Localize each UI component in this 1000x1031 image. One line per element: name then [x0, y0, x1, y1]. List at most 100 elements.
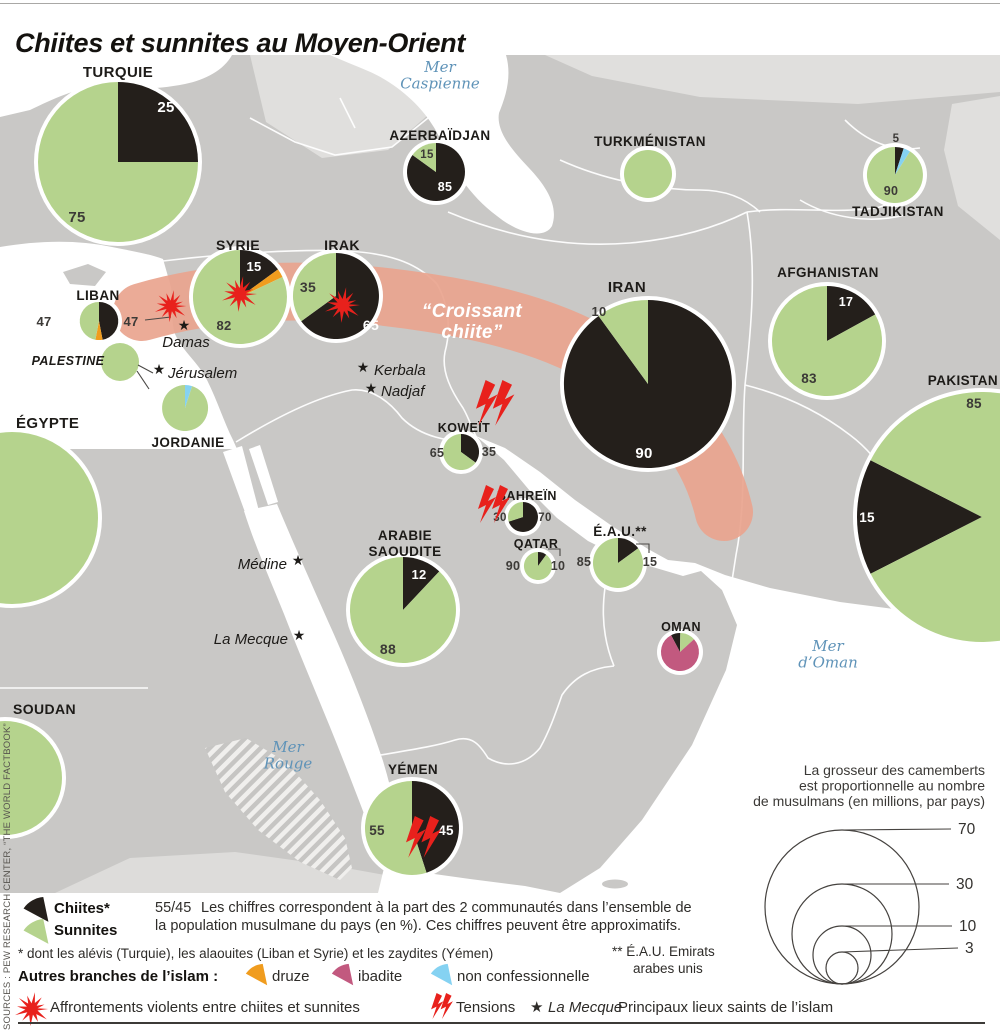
shiite-wedge-icon — [20, 896, 52, 929]
nonconf-label: non confessionnelle — [457, 968, 590, 985]
pie-value: 47 — [36, 314, 51, 329]
sea-label-mer-rouge: Rouge — [263, 755, 313, 773]
size-legend-value: 3 — [965, 940, 974, 957]
tension-label: Tensions — [456, 999, 516, 1016]
pie-slice-sunnite — [443, 434, 476, 470]
pie-pakistan — [853, 388, 1000, 646]
pie-slice-sunnite — [772, 286, 883, 397]
branches-label: Autres branches de l’islam : — [18, 968, 219, 985]
pie-slice-nonconf — [185, 384, 193, 408]
sea-label-mer-rouge: Mer — [271, 738, 304, 756]
sunnite-legend-label: Sunnites — [54, 922, 118, 939]
pie-slice-shiite — [118, 82, 198, 162]
pie-liban — [76, 298, 122, 344]
pie-value: 15 — [246, 259, 261, 274]
crescent-label-line: “Croissant — [422, 301, 523, 322]
holy-star-icon: ★ — [530, 999, 544, 1016]
footnote-eau-line1: ** É.A.U. Emirats — [612, 944, 715, 959]
pie-slice-shiite — [461, 433, 480, 463]
size-legend-note: est proportionnelle au nombre — [799, 778, 985, 794]
pie-value: 90 — [635, 445, 652, 462]
pie-koweit — [439, 430, 483, 474]
country-label-oman: OMAN — [661, 620, 701, 634]
city-label: Médine — [238, 556, 287, 573]
pie-value: 10 — [591, 304, 606, 319]
country-label-yemen: YÉMEN — [388, 762, 438, 777]
page-title: Chiites et sunnites au Moyen-Orient — [15, 28, 466, 59]
nonconf-wedge-icon — [428, 963, 455, 992]
pie-turquie — [34, 78, 202, 246]
city-star-icon: ★ — [293, 628, 306, 644]
crescent-label-line: chiite” — [441, 322, 502, 343]
country-label-arabie-saoudite: SAOUDITE — [369, 544, 442, 559]
pie-palestine — [97, 339, 143, 385]
pie-value: 85 — [577, 555, 592, 569]
pie-value: 25 — [157, 99, 174, 116]
connector-line — [137, 364, 154, 374]
pie-value: 15 — [420, 149, 434, 161]
bottom-rule — [18, 1022, 985, 1024]
pie-slice-shiite — [618, 538, 639, 563]
pie-value: 55 — [369, 823, 385, 838]
city-star-icon: ★ — [365, 381, 378, 397]
hatched-territory — [205, 738, 352, 880]
clash-label: Affrontements violents entre chiites et … — [50, 999, 360, 1016]
pie-iran — [560, 296, 736, 472]
pie-slice-sunnite — [680, 633, 694, 652]
pie-slice-sunnite — [0, 432, 98, 604]
country-label-turquie: TURQUIE — [83, 64, 153, 81]
pie-slice-sunnite — [38, 82, 198, 242]
city-label: Kerbala — [374, 362, 426, 379]
pie-slice-druze — [95, 321, 103, 341]
pie-slice-sunnite — [598, 299, 648, 384]
pie-slice-shiite — [671, 632, 681, 652]
pie-slice-sunnite — [292, 253, 336, 322]
pie-egypte — [0, 428, 102, 608]
country-label-palestine: PALESTINE — [32, 354, 105, 368]
pie-slice-shiite — [240, 250, 278, 297]
ratio-text-line1: Les chiffres correspondent à la part des… — [201, 900, 692, 916]
pie-value: 17 — [839, 295, 854, 309]
pie-eau — [589, 534, 647, 592]
city-label: Jérusalem — [167, 365, 237, 382]
city-label: Damas — [162, 334, 210, 351]
pie-oman — [657, 629, 703, 675]
connector-line — [636, 543, 650, 553]
pie-slice-sunnite — [0, 721, 62, 835]
country-label-koweit: KOWEÏT — [438, 420, 490, 435]
country-label-soudan: SOUDAN — [13, 701, 76, 717]
sunnite-wedge-icon — [20, 918, 52, 951]
size-legend-note: de musulmans (en millions, par pays) — [753, 793, 985, 809]
pie-value: 90 — [506, 559, 521, 573]
pie-slice-shiite — [563, 300, 732, 468]
cities-layer: ★Damas★ Jérusalem ★ Kerbala★ Nadjaf★Médine★L… — [153, 318, 426, 648]
pie-value: 75 — [68, 209, 85, 226]
pie-value: 90 — [884, 184, 899, 198]
labels-layer: 25 75 TURQUIE 15 82 SYRIE 47 47 LIBAN PALESTINE JO… — [13, 64, 998, 838]
clash-legend-icon — [14, 991, 50, 1031]
country-label-azerbaidjan: AZERBAÏDJAN — [389, 128, 490, 143]
pie-value: 30 — [493, 512, 506, 524]
sea-label-mer-caspienne: Mer — [423, 58, 456, 76]
pie-value: 83 — [801, 371, 817, 386]
shiite-legend-label: Chiites* — [54, 900, 110, 917]
country-label-arabie-saoudite: ARABIE — [378, 528, 432, 543]
size-legend-value: 10 — [959, 918, 977, 935]
size-legend-value: 30 — [956, 876, 974, 893]
pie-jordanie — [158, 381, 212, 435]
pie-slice-nonconf — [895, 148, 910, 175]
tension-legend-icon — [430, 991, 454, 1026]
pie-value: 10 — [551, 559, 566, 573]
pie-slice-shiite — [403, 557, 440, 610]
pie-azerbaidjan — [403, 139, 469, 205]
connector-line — [136, 370, 150, 390]
pie-value: 82 — [216, 318, 231, 333]
pie-slice-shiite — [827, 286, 876, 341]
pie-bahrein — [504, 498, 542, 536]
size-legend-line — [841, 947, 959, 953]
pie-value: 5 — [893, 133, 900, 145]
sea-label-mer-caspienne: Caspienne — [400, 75, 480, 93]
